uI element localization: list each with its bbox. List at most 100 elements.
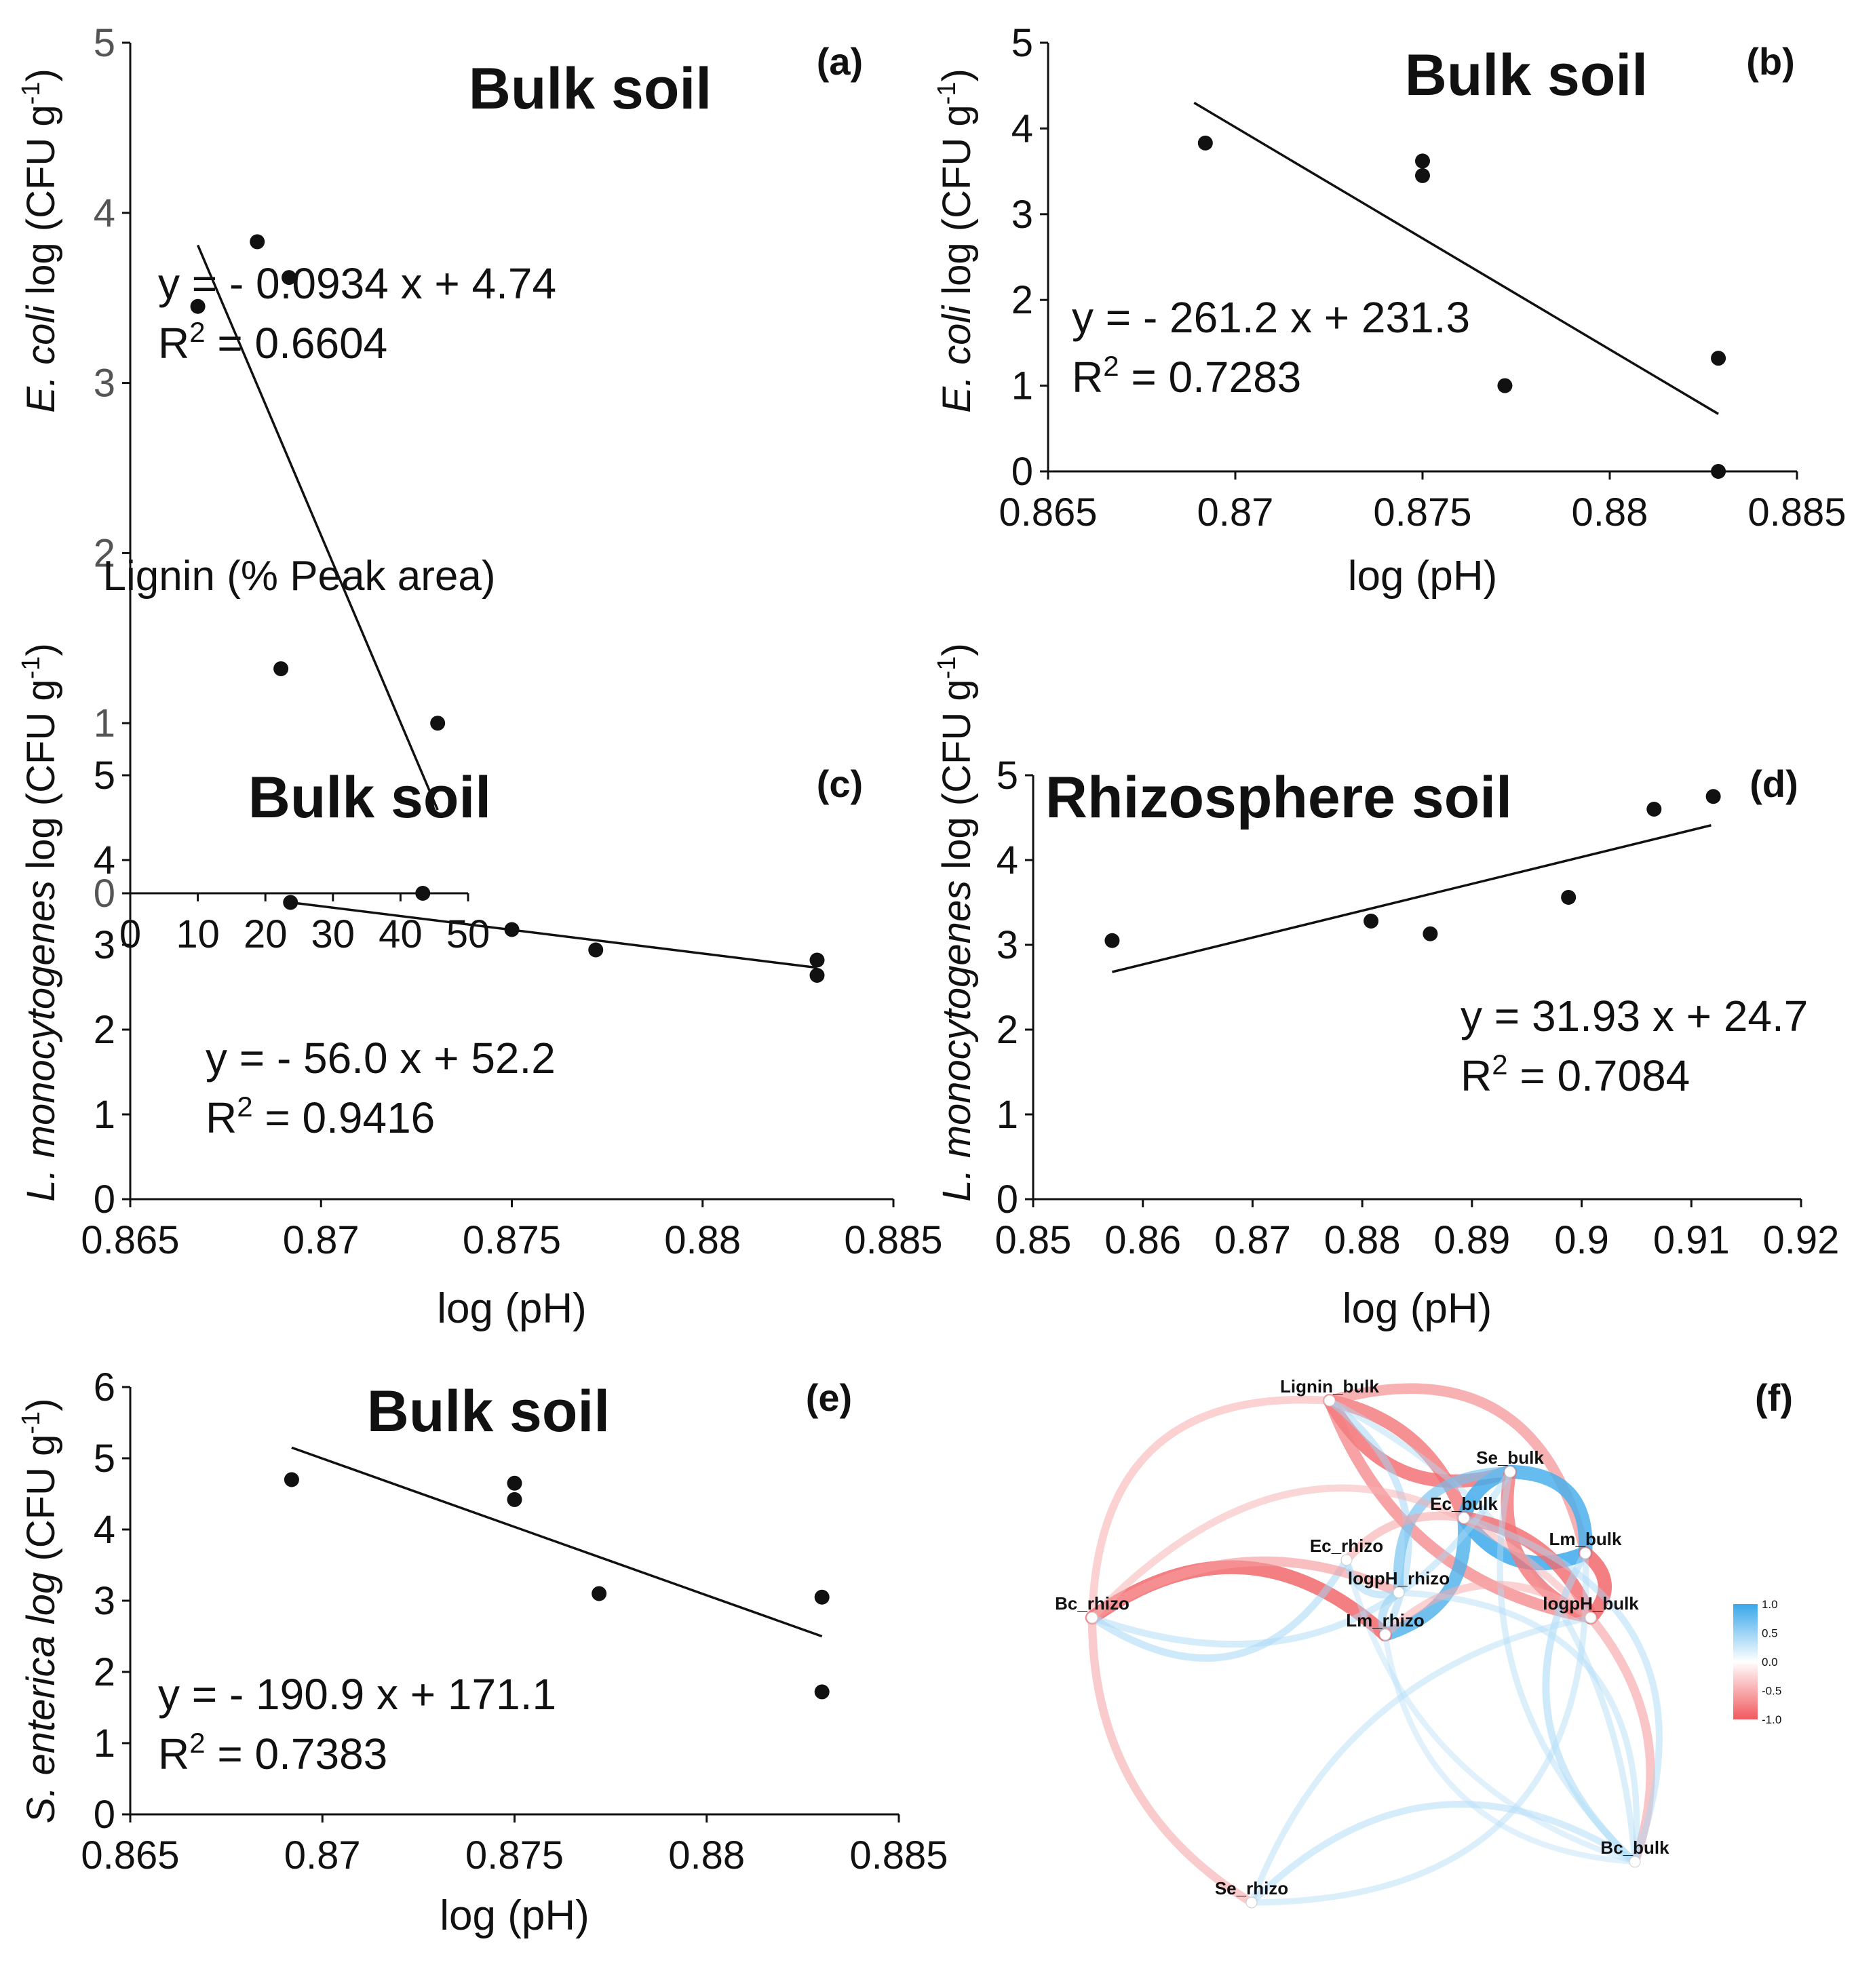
network-node: [1579, 1547, 1591, 1559]
r-symbol: R: [158, 1730, 189, 1778]
x-tick-label: 0.87: [283, 1218, 360, 1262]
x-tick-label: 0.91: [1653, 1218, 1730, 1262]
data-point: [1646, 802, 1662, 817]
x-tick-label: 20: [244, 912, 288, 956]
legend-label: -1.0: [1762, 1713, 1781, 1726]
panel-title: Bulk soil: [248, 765, 491, 830]
x-tick-label: 0.88: [664, 1218, 741, 1262]
correlation-edge: [1342, 1556, 1403, 1599]
network-node: [1458, 1512, 1470, 1524]
x-tick-label: 0.885: [849, 1833, 948, 1877]
panel-title: Bulk soil: [469, 56, 712, 121]
data-point: [250, 234, 265, 250]
r-symbol: R: [1072, 353, 1103, 402]
y-tick-label: 5: [94, 1437, 115, 1481]
network-node: [1379, 1629, 1391, 1641]
y-label-unit: log (CFU g: [935, 679, 979, 880]
x-axis-label: log (pH): [440, 1892, 589, 1939]
network-node: [1504, 1466, 1516, 1478]
r-value: = 0.7383: [206, 1730, 388, 1778]
panel-b: 0.865 0.87 0.875 0.88 0.885 0 1 2 3 4 5 log (pH) E. …: [933, 21, 1847, 600]
data-point: [592, 1586, 607, 1601]
correlation-edge: [1395, 1589, 1640, 1865]
r-value: = 0.7283: [1119, 353, 1302, 402]
panel-title: Bulk soil: [367, 1379, 610, 1444]
panel-label: (a): [817, 40, 863, 83]
legend-label: 0.5: [1762, 1627, 1778, 1640]
correlation-edge: [1342, 1511, 1469, 1565]
regression-equation: y = 31.93 x + 24.7: [1461, 992, 1808, 1040]
legend-label: 1.0: [1762, 1598, 1778, 1611]
x-tick-label: 0.87: [1197, 490, 1274, 534]
y-tick-label: 3: [1011, 193, 1033, 237]
node-label: logpH_bulk: [1543, 1593, 1639, 1614]
y-tick-label: 5: [1011, 21, 1033, 65]
y-tick-label: 1: [1011, 364, 1033, 408]
x-axis-label: log (pH): [1342, 1285, 1492, 1332]
correlation-edge: [1323, 1394, 1471, 1525]
node-label: Se_rhizo: [1215, 1878, 1288, 1898]
x-tick-label: 0.88: [668, 1833, 745, 1877]
data-point: [814, 1684, 830, 1700]
panel-title: Bulk soil: [1405, 43, 1648, 108]
y-label-unit: log (CFU g: [935, 104, 979, 306]
panel-d: 0.85 0.86 0.87 0.88 0.89 0.9 0.91 0.92 0 1 2 3 4 5 log…: [933, 643, 1839, 1332]
y-tick-label: 4: [94, 838, 115, 882]
regression-line: [1112, 824, 1712, 973]
x-tick-label: 0.87: [1214, 1218, 1291, 1262]
correlation-edge: [1248, 1801, 1638, 1906]
node-label: Bc_rhizo: [1055, 1593, 1129, 1614]
y-axis-label: L. monocytogenes log (CFU g-1): [17, 643, 63, 1202]
r-symbol: R: [206, 1093, 237, 1142]
correlation-edge: [1088, 1484, 1595, 1622]
correlation-edge: [1461, 1515, 1663, 1865]
regression-line: [290, 901, 817, 969]
r-superscript: 2: [189, 1727, 205, 1759]
node-label: Ec_bulk: [1430, 1494, 1498, 1514]
y-tick-label: 2: [997, 1008, 1018, 1052]
data-point: [1415, 153, 1430, 169]
r-squared: R2 = 0.7283: [1072, 350, 1301, 402]
y-tick-label: 0: [94, 1793, 115, 1837]
data-point: [282, 270, 297, 286]
x-tick-label: 30: [311, 912, 355, 956]
x-tick-label: 0.875: [465, 1833, 564, 1877]
y-label-superscript: -1: [17, 657, 45, 680]
x-tick-label: 0.885: [844, 1218, 942, 1262]
panel-e: 0.865 0.87 0.875 0.88 0.885 0 1 2 3 4 5 6 log (pH) S.…: [17, 1365, 948, 1939]
r-superscript: 2: [1492, 1049, 1507, 1080]
x-axis-label: log (pH): [437, 1285, 587, 1332]
r-value: = 0.6604: [206, 319, 388, 368]
regression-equation: y = - 261.2 x + 231.3: [1072, 293, 1470, 342]
node-label: Se_bulk: [1476, 1447, 1544, 1468]
data-point: [430, 716, 446, 731]
y-label-species: E. coli: [19, 305, 63, 413]
panel-label: (e): [806, 1376, 852, 1419]
y-tick-label: 4: [94, 191, 115, 235]
legend-label: 0.0: [1762, 1656, 1778, 1669]
x-tick-label: 50: [446, 912, 490, 956]
regression-equation: y = - 190.9 x + 171.1: [158, 1670, 556, 1719]
y-tick-label: 5: [94, 754, 115, 798]
y-label-superscript: -1: [17, 1411, 45, 1435]
network-node: [1585, 1612, 1597, 1624]
regression-line: [1193, 101, 1719, 415]
network-node: [1323, 1395, 1336, 1407]
data-point: [809, 968, 825, 983]
y-label-superscript: -1: [933, 82, 961, 105]
x-tick-label: 0.89: [1433, 1218, 1510, 1262]
y-tick-label: 1: [94, 1093, 115, 1137]
node-label: Ec_rhizo: [1310, 1536, 1383, 1556]
x-axis-label: log (pH): [1348, 553, 1498, 600]
panel-label: (c): [817, 762, 863, 805]
y-axis-label: E. coli log (CFU g-1): [933, 69, 979, 413]
y-label-superscript: -1: [933, 657, 961, 680]
y-tick-label: 1: [94, 1721, 115, 1766]
x-tick-label: 0.9: [1554, 1218, 1609, 1262]
y-axis-label: S. enterica log (CFU g-1): [17, 1399, 63, 1824]
r-symbol: R: [1461, 1051, 1492, 1100]
y-label-unit: log (CFU g: [19, 104, 63, 306]
data-point: [507, 1492, 522, 1507]
data-point: [1423, 926, 1438, 941]
